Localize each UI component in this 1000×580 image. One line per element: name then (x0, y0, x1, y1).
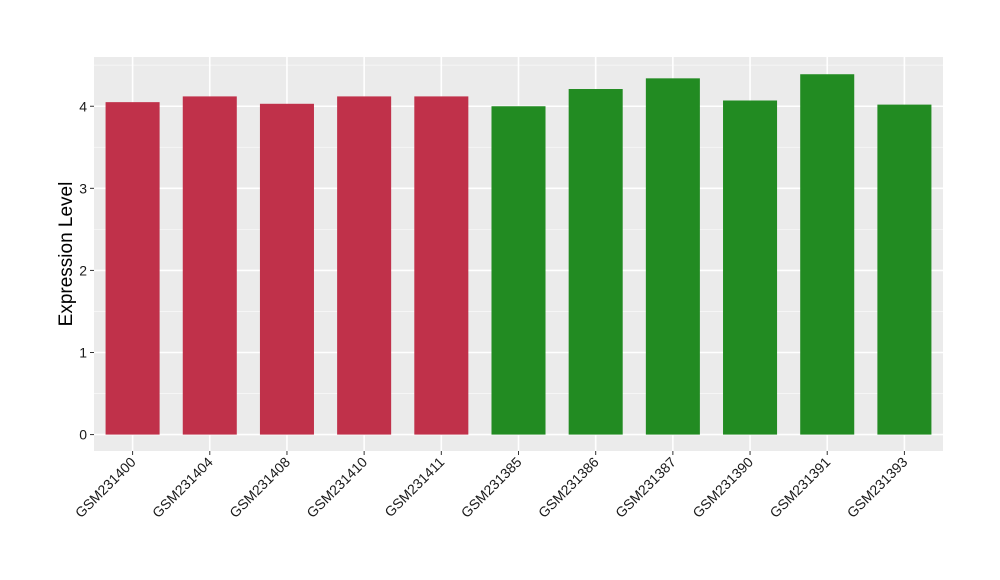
x-tick-label: GSM231386 (535, 454, 602, 521)
bar (645, 78, 700, 435)
y-tick-label: 2 (79, 262, 87, 278)
x-tick-label: GSM231391 (766, 454, 833, 521)
y-tick-label: 1 (79, 345, 87, 361)
y-tick-label: 0 (79, 427, 87, 443)
bar (182, 96, 237, 435)
x-tick-label: GSM231400 (72, 454, 139, 521)
bars (105, 74, 932, 435)
bar (568, 89, 623, 435)
bar (337, 96, 392, 435)
bar (877, 104, 932, 435)
y-axis: 0 1 2 3 4 (79, 98, 94, 443)
bar (723, 100, 778, 435)
x-tick-label: GSM231410 (303, 454, 370, 521)
bar (259, 103, 314, 435)
y-axis-title: Expression Level (56, 182, 77, 327)
y-tick-label: 3 (79, 180, 87, 196)
bar (105, 102, 160, 435)
bar (491, 106, 546, 435)
x-tick-label: GSM231387 (612, 454, 679, 521)
y-tick-label: 4 (79, 98, 87, 114)
bar (414, 96, 469, 435)
bar (800, 74, 855, 435)
x-tick-label: GSM231404 (149, 454, 216, 521)
x-tick-label: GSM231390 (689, 454, 756, 521)
x-axis: GSM231400 GSM231404 GSM231408 GSM231410 GSM2… (72, 451, 911, 521)
x-tick-label: GSM231411 (381, 454, 447, 520)
x-tick-label: GSM231385 (458, 454, 525, 521)
x-tick-label: GSM231393 (844, 454, 911, 521)
x-tick-label: GSM231408 (226, 454, 293, 521)
